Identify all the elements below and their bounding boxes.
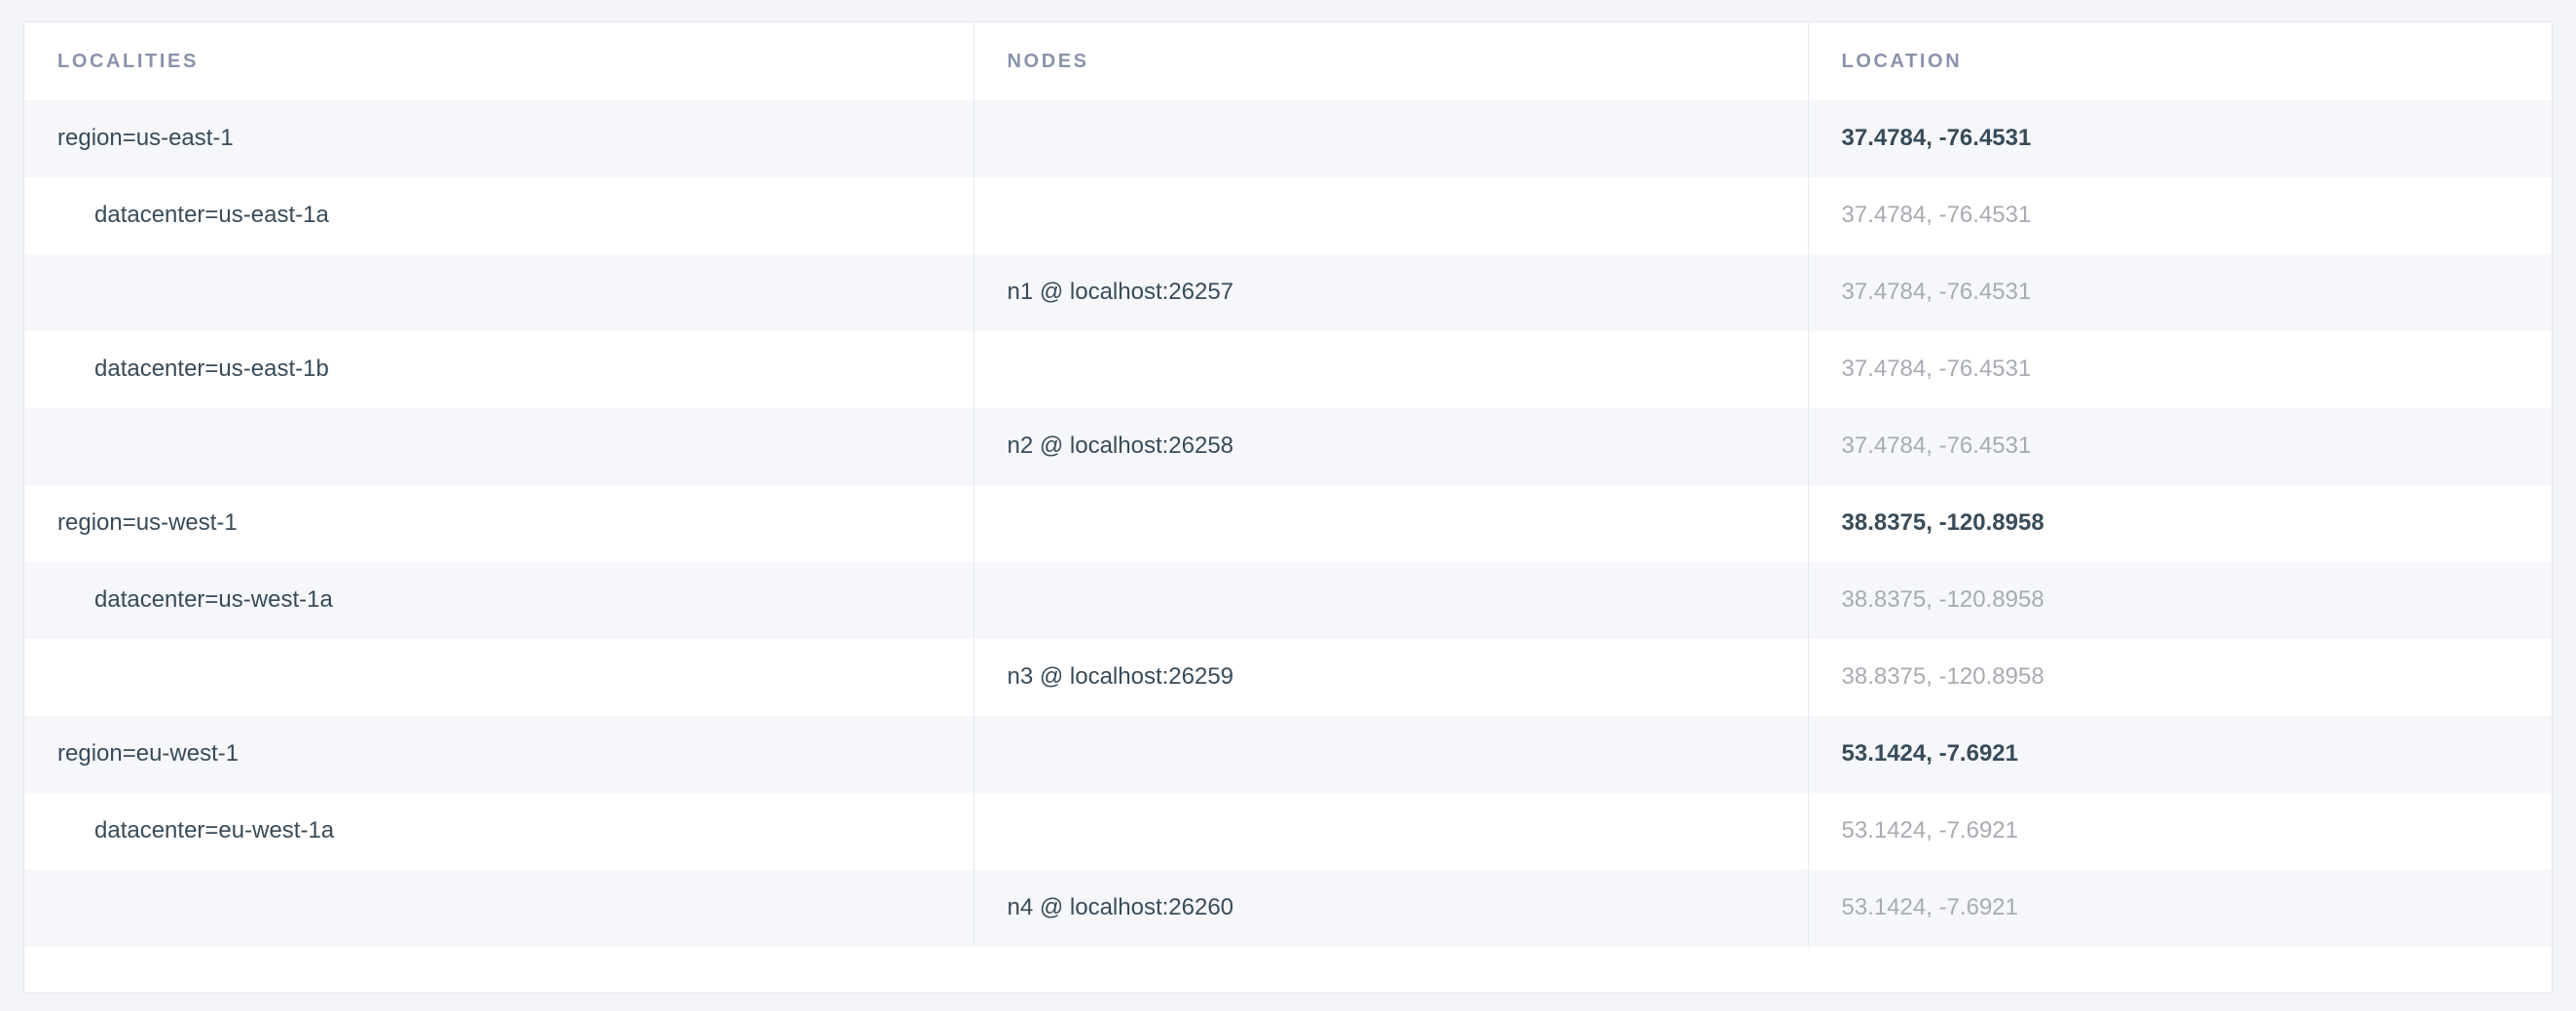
table-row[interactable]: n2 @ localhost:26258 37.4784, -76.4531 [24, 408, 2552, 485]
location-coordinates: 53.1424, -7.6921 [1841, 817, 2019, 844]
locality-label: datacenter=eu-west-1a [94, 817, 335, 844]
column-header-nodes[interactable]: Nodes [974, 22, 1809, 100]
table-row[interactable]: n1 @ localhost:26257 37.4784, -76.4531 [24, 254, 2552, 331]
cell-location: 53.1424, -7.6921 [1808, 870, 2552, 947]
cell-localities [24, 870, 975, 947]
cell-localities: region=us-east-1 [24, 100, 975, 177]
cell-nodes [974, 793, 1809, 870]
cell-localities [24, 639, 975, 716]
cell-location: 53.1424, -7.6921 [1808, 793, 2552, 870]
table-row[interactable]: n4 @ localhost:26260 53.1424, -7.6921 [24, 870, 2552, 947]
location-coordinates: 38.8375, -120.8958 [1841, 663, 2044, 691]
cell-nodes [974, 331, 1809, 408]
table-row[interactable]: datacenter=us-east-1a 37.4784, -76.4531 [24, 177, 2552, 254]
location-coordinates: 37.4784, -76.4531 [1841, 279, 2032, 306]
location-coordinates: 37.4784, -76.4531 [1841, 125, 2032, 152]
cell-localities [24, 254, 975, 331]
node-label[interactable]: n3 @ localhost:26259 [1007, 663, 1234, 691]
cell-localities [24, 408, 975, 485]
table-row[interactable]: region=us-west-1 38.8375, -120.8958 [24, 485, 2552, 562]
location-coordinates: 53.1424, -7.6921 [1841, 740, 2019, 768]
table-row[interactable]: datacenter=us-west-1a 38.8375, -120.8958 [24, 562, 2552, 639]
cell-nodes [974, 100, 1809, 177]
cell-nodes [974, 562, 1809, 639]
cell-location: 37.4784, -76.4531 [1808, 100, 2552, 177]
cell-location: 37.4784, -76.4531 [1808, 254, 2552, 331]
locality-label: datacenter=us-west-1a [94, 586, 333, 614]
table-row[interactable]: region=us-east-1 37.4784, -76.4531 [24, 100, 2552, 177]
column-header-location[interactable]: Location [1841, 50, 1963, 72]
location-coordinates: 53.1424, -7.6921 [1841, 894, 2019, 921]
cell-location: 38.8375, -120.8958 [1808, 639, 2552, 716]
table-header-row: Localities Nodes Location [24, 22, 2552, 100]
node-label[interactable]: n4 @ localhost:26260 [1007, 894, 1234, 921]
table-body: region=us-east-1 37.4784, -76.4531 datacen… [24, 100, 2552, 947]
location-coordinates: 38.8375, -120.8958 [1841, 586, 2044, 614]
location-coordinates: 37.4784, -76.4531 [1841, 356, 2032, 383]
column-header-localities[interactable]: Localities [24, 22, 975, 100]
locality-label: region=us-east-1 [57, 125, 234, 152]
cell-nodes: n3 @ localhost:26259 [974, 639, 1809, 716]
cell-nodes: n4 @ localhost:26260 [974, 870, 1809, 947]
cell-localities: datacenter=us-west-1a [24, 562, 975, 639]
cell-nodes: n1 @ localhost:26257 [974, 254, 1809, 331]
cell-location: 53.1424, -7.6921 [1808, 716, 2552, 793]
cell-nodes [974, 177, 1809, 254]
localities-table: Localities Nodes Location region=us-east… [24, 22, 2552, 947]
cell-location: 38.8375, -120.8958 [1808, 485, 2552, 562]
localities-card: Localities Nodes Location region=us-east… [23, 21, 2553, 993]
location-coordinates: 37.4784, -76.4531 [1841, 202, 2032, 229]
locality-label: region=us-west-1 [57, 509, 238, 537]
locality-label: datacenter=us-east-1a [94, 202, 329, 229]
cell-location: 37.4784, -76.4531 [1808, 331, 2552, 408]
locality-label: region=eu-west-1 [57, 740, 239, 768]
cell-localities: region=us-west-1 [24, 485, 975, 562]
cell-localities: datacenter=us-east-1b [24, 331, 975, 408]
node-label[interactable]: n2 @ localhost:26258 [1007, 432, 1234, 460]
table-row[interactable]: datacenter=eu-west-1a 53.1424, -7.6921 [24, 793, 2552, 870]
cell-location: 38.8375, -120.8958 [1808, 562, 2552, 639]
cell-localities: region=eu-west-1 [24, 716, 975, 793]
table-row[interactable]: n3 @ localhost:26259 38.8375, -120.8958 [24, 639, 2552, 716]
cell-localities: datacenter=eu-west-1a [24, 793, 975, 870]
location-coordinates: 37.4784, -76.4531 [1841, 432, 2032, 460]
cell-localities: datacenter=us-east-1a [24, 177, 975, 254]
location-coordinates: 38.8375, -120.8958 [1841, 509, 2044, 537]
table-header: Localities Nodes Location [24, 22, 2552, 100]
node-label[interactable]: n1 @ localhost:26257 [1007, 279, 1234, 306]
cell-nodes [974, 485, 1809, 562]
cell-nodes: n2 @ localhost:26258 [974, 408, 1809, 485]
cell-location: 37.4784, -76.4531 [1808, 177, 2552, 254]
locality-label: datacenter=us-east-1b [94, 356, 329, 383]
cell-location: 37.4784, -76.4531 [1808, 408, 2552, 485]
table-row[interactable]: datacenter=us-east-1b 37.4784, -76.4531 [24, 331, 2552, 408]
cell-nodes [974, 716, 1809, 793]
table-row[interactable]: region=eu-west-1 53.1424, -7.6921 [24, 716, 2552, 793]
